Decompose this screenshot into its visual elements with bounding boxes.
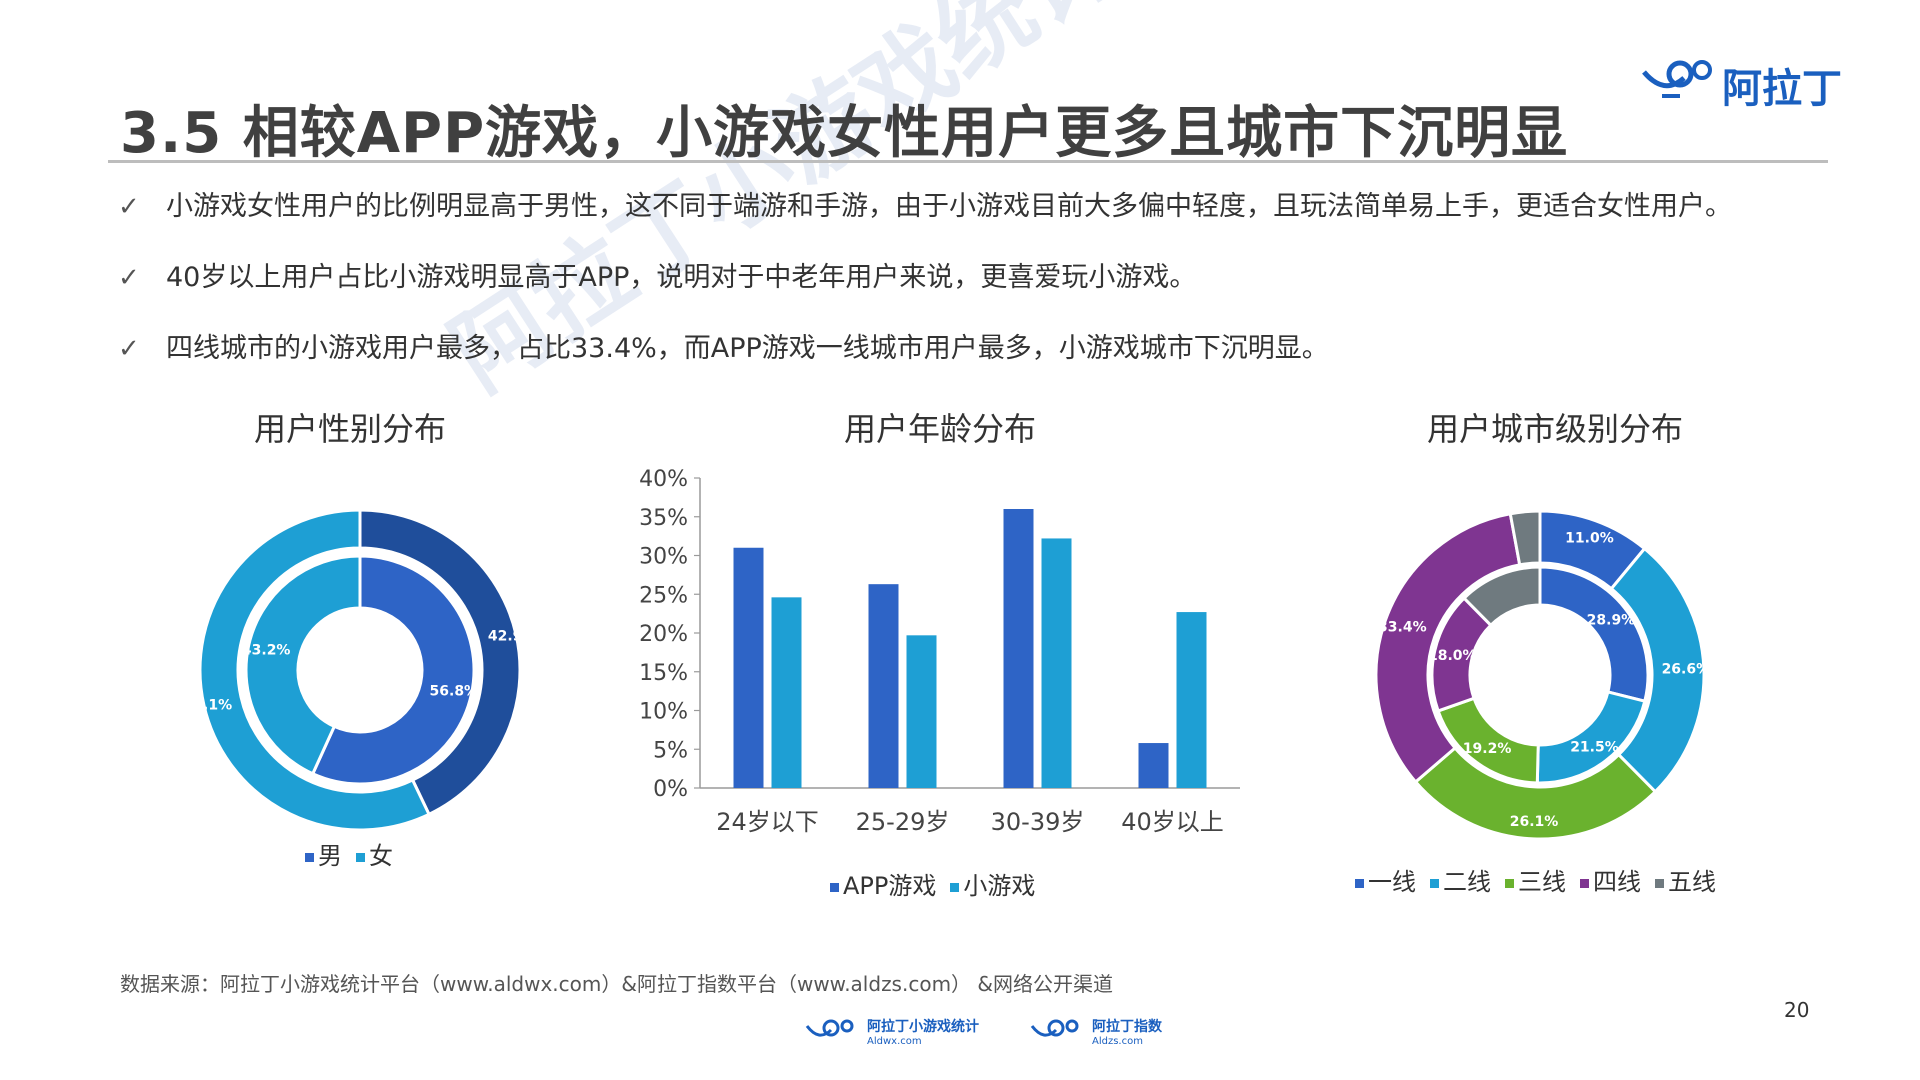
- chart-city-outer-label-1: 26.6%: [1662, 662, 1711, 678]
- x-tick-label: 25-29岁: [856, 808, 950, 836]
- chart-city-inner-label-0: 28.9%: [1587, 613, 1636, 629]
- legend-label: 五线: [1668, 868, 1716, 896]
- bullet-3: ✓ 四线城市的小游戏用户最多，占比33.4%，而APP游戏一线城市用户最多，小游戏…: [118, 326, 1329, 365]
- bullet-3-text: 四线城市的小游戏用户最多，占比33.4%，而APP游戏一线城市用户最多，小游戏城…: [166, 333, 1329, 364]
- brand-logo-text: 阿拉丁: [1722, 66, 1842, 112]
- chart-city-inner-label-3: 18.0%: [1428, 648, 1477, 664]
- legend-swatch: [1505, 878, 1514, 888]
- chart-city-outer-label-2: 26.1%: [1510, 814, 1559, 830]
- bullet-1-text: 小游戏女性用户的比例明显高于男性，这不同于端游和手游，由于小游戏目前大多偏中轻度…: [166, 191, 1732, 222]
- legend-label: 二线: [1443, 868, 1491, 896]
- age-chart-title: 用户年龄分布: [843, 410, 1036, 448]
- bullet-2: ✓ 40岁以上用户占比小游戏明显高于APP，说明对于中老年用户来说，更喜爱玩小游戏…: [118, 255, 1196, 294]
- legend-swatch: [1430, 878, 1439, 888]
- gender-chart-title: 用户性别分布: [253, 410, 446, 448]
- y-tick-label: 25%: [639, 583, 688, 608]
- footer-logo-sub: Aldwx.com: [867, 1036, 922, 1047]
- legend-swatch: [1355, 878, 1364, 888]
- title-divider: [108, 160, 1828, 163]
- legend-swatch: [950, 882, 960, 892]
- legend-item: 男: [305, 842, 342, 870]
- legend-swatch: [305, 852, 314, 862]
- legend-swatch: [356, 852, 365, 862]
- chart-gender-inner-label-1: 43.2%: [242, 643, 291, 659]
- bar-0-1: [868, 584, 899, 788]
- chart-city-outer-slice-4: [1508, 509, 1542, 567]
- legend-item: APP游戏: [830, 872, 936, 900]
- y-tick-label: 35%: [639, 506, 688, 531]
- legend-label: APP游戏: [843, 872, 937, 900]
- page-title: 3.5 相较APP游戏，小游戏女性用户更多且城市下沉明显: [120, 101, 1569, 166]
- y-tick-label: 40%: [639, 467, 688, 492]
- legend-item: 二线: [1430, 868, 1491, 896]
- chart-city-outer-slice-2: [1413, 745, 1658, 841]
- data-source: 数据来源：阿拉丁小游戏统计平台（www.aldwx.com）&阿拉丁指数平台（w…: [120, 972, 1114, 996]
- bullet-1: ✓ 小游戏女性用户的比例明显高于男性，这不同于端游和手游，由于小游戏目前大多偏中轻…: [118, 184, 1732, 223]
- chart-gender-outer-slice-1: [198, 508, 432, 832]
- chart-city-inner-label-1: 21.5%: [1570, 740, 1619, 756]
- legend-swatch: [1580, 878, 1589, 888]
- legend-item: 四线: [1580, 868, 1641, 896]
- bar-0-2: [1003, 509, 1034, 788]
- city-donut-chart: 11.0% 26.6% 26.1% 33.4% 28.9% 21.5% 19.2% 18.0%: [1374, 509, 1711, 841]
- age-legend: APP游戏 小游戏: [830, 866, 1049, 901]
- footer-logo-text: 阿拉丁指数: [1092, 1019, 1162, 1035]
- x-tick-label: 30-39岁: [991, 808, 1085, 836]
- brand-logo: 阿拉丁: [1640, 52, 1850, 112]
- y-tick-label: 5%: [653, 738, 688, 763]
- footer-logo-sub: Aldzs.com: [1092, 1036, 1143, 1047]
- bar-0-0: [733, 547, 764, 788]
- gender-legend: 男女: [305, 836, 407, 871]
- age-bar-chart: 0% 5% 10% 15% 20% 25% 30% 35% 40% 24岁以下 25-29岁 30-3…: [639, 467, 1240, 836]
- legend-item: 一线: [1355, 868, 1416, 896]
- legend-label: 小游戏: [963, 872, 1036, 900]
- x-tick-label: 40岁以上: [1121, 808, 1224, 836]
- city-chart-title: 用户城市级别分布: [1426, 410, 1683, 448]
- legend-item: 女: [356, 842, 393, 870]
- y-tick-label: 15%: [639, 661, 688, 686]
- y-tick-label: 30%: [639, 545, 688, 570]
- footer-logo-icon: [1030, 1019, 1079, 1037]
- legend-label: 男: [318, 842, 342, 870]
- x-tick-label: 24岁以下: [716, 808, 819, 836]
- bullet-2-text: 40岁以上用户占比小游戏明显高于APP，说明对于中老年用户来说，更喜爱玩小游戏。: [166, 262, 1197, 293]
- chart-city-inner-label-2: 19.2%: [1463, 741, 1512, 757]
- bar-1-3: [1176, 612, 1207, 788]
- chart-gender-inner-slice-1: [244, 554, 362, 776]
- legend-swatch: [1655, 878, 1664, 888]
- bar-1-1: [906, 635, 937, 788]
- legend-item: 小游戏: [950, 872, 1035, 900]
- bar-0-3: [1138, 743, 1169, 788]
- bar-1-2: [1041, 538, 1072, 788]
- legend-label: 四线: [1593, 868, 1641, 896]
- chart-gender-outer-label-1: 57.1%: [184, 698, 233, 714]
- check-icon: ✓: [118, 334, 140, 364]
- legend-item: 五线: [1655, 868, 1716, 896]
- page-number: 20: [1784, 998, 1810, 1022]
- legend-item: 三线: [1505, 868, 1566, 896]
- chart-gender-outer-label-0: 42.9%: [488, 628, 537, 644]
- footer-logo-text: 阿拉丁小游戏统计: [867, 1019, 979, 1035]
- brand-logo-icon: [1642, 60, 1712, 98]
- gender-donut-chart: 42.9% 57.1% 56.8% 43.2%: [184, 508, 537, 832]
- chart-gender-outer-slice-0: [358, 508, 522, 817]
- check-icon: ✓: [118, 263, 140, 293]
- chart-gender-inner-label-0: 56.8%: [430, 683, 479, 699]
- legend-label: 一线: [1368, 868, 1416, 896]
- chart-city-outer-label-3: 33.4%: [1378, 619, 1427, 635]
- city-legend: 一线 二线 三线 四线 五线: [1355, 862, 1730, 897]
- chart-city-outer-slice-3: [1374, 511, 1522, 785]
- check-icon: ✓: [118, 192, 140, 222]
- bar-1-0: [771, 597, 802, 788]
- legend-swatch: [830, 882, 839, 892]
- legend-label: 女: [369, 842, 393, 870]
- chart-city-outer-label-0: 11.0%: [1565, 531, 1614, 547]
- y-tick-label: 10%: [639, 700, 688, 725]
- footer-logo-icon: [805, 1019, 854, 1037]
- y-tick-label: 20%: [639, 622, 688, 647]
- chart-city-inner-slice-4: [1461, 565, 1542, 628]
- y-tick-label: 0%: [653, 777, 688, 802]
- legend-label: 三线: [1518, 868, 1566, 896]
- chart-gender-inner-slice-0: [310, 554, 476, 786]
